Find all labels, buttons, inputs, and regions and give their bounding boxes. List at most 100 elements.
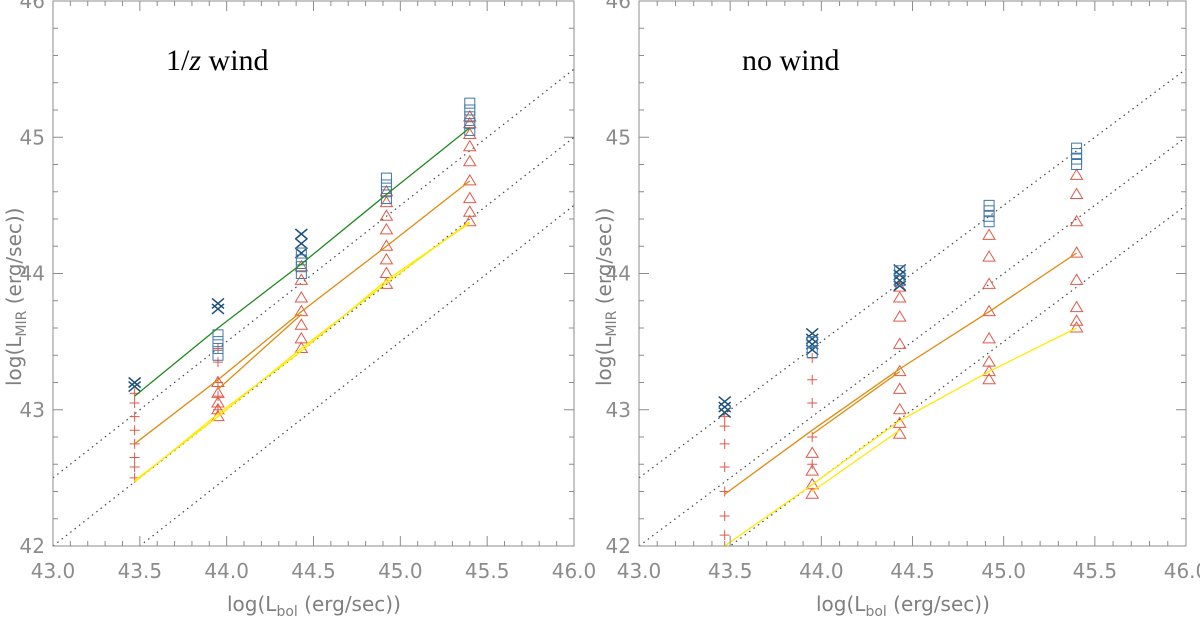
panel-1-orange-line-a	[724, 252, 1077, 495]
panel-0-cross-marker	[211, 297, 225, 310]
left-xlabel-pre: log(L	[227, 592, 277, 616]
panel-0-x-tick-label: 44.5	[291, 559, 336, 583]
panel-0-square-marker	[464, 124, 476, 136]
panel-0-cross-marker	[128, 381, 142, 393]
panel-0-plus-marker	[129, 397, 140, 408]
panel-1-triangle-marker	[892, 427, 907, 439]
right-title-part-1: no wind	[742, 44, 840, 77]
panel-0-reference-line-ratio-1.5	[138, 204, 574, 546]
panel-1-yellow-line-a	[724, 327, 1077, 546]
panel-0-plot-area	[53, 68, 574, 546]
panel-1-x-tick-label: 43.0	[617, 559, 662, 583]
panel-1-plot-area	[639, 68, 1186, 546]
panel-1-plus-marker	[719, 461, 730, 472]
panel-0-triangle-marker	[294, 318, 309, 330]
panel-1-x-tick-label: 46.0	[1164, 559, 1200, 583]
panel-0-cross-marker	[128, 376, 142, 389]
panel-1-triangle-marker	[1069, 168, 1084, 180]
panel-0-square-marker	[464, 104, 476, 116]
panel-1-triangle-marker	[805, 487, 820, 499]
panel-0-y-tick-label: 45	[20, 125, 45, 149]
panel-0-x-tick-label: 45.5	[465, 559, 510, 583]
panel-1-x-tick-label: 44.0	[799, 559, 844, 583]
panel-0-y-tick-label: 43	[20, 398, 45, 422]
panel-0-triangle-marker	[462, 139, 477, 152]
left-panel-title: 1/z wind	[166, 44, 269, 78]
panel-1-orange-line-b	[811, 371, 901, 435]
panel-1-triangle-marker	[892, 382, 907, 394]
panel-0-square-marker	[464, 118, 476, 130]
panel-1-triangle-marker	[982, 304, 996, 317]
panel-1-y-tick-label: 43	[606, 398, 631, 422]
left-xlabel-sub: bol	[276, 604, 298, 620]
panel-0-triangle-marker	[379, 252, 394, 265]
panel-1-triangle-marker	[1069, 187, 1084, 199]
panel-1-square-marker	[806, 336, 818, 348]
panel-1-x-tick-label: 44.5	[890, 559, 935, 583]
panel-1-y-tick-label: 45	[606, 125, 631, 149]
panel-0-triangle-marker	[379, 195, 394, 208]
panel-0-plus-marker	[129, 452, 140, 463]
right-xlabel-pre: log(L	[816, 592, 866, 616]
panel-1-triangle-marker	[892, 310, 907, 322]
panel-1-triangle-marker	[1069, 273, 1084, 285]
panel-0-x-tick-label: 43.0	[31, 559, 76, 583]
panel-0-square-marker	[212, 342, 224, 354]
panel-1-triangle-marker	[892, 280, 907, 292]
panel-0-cross-marker	[294, 228, 308, 240]
panel-0-square-marker	[212, 336, 224, 348]
panel-1-triangle-marker	[982, 228, 996, 240]
panel-0-triangle-marker	[379, 266, 394, 278]
panel-0-y-tick-label: 46	[20, 0, 45, 13]
panel-1-triangle-marker	[892, 402, 907, 415]
panel-1-plus-marker	[807, 374, 818, 385]
panel-0-triangle-marker	[294, 331, 309, 344]
panel-0-plus-marker	[129, 411, 140, 422]
panel-1-triangle-marker	[1069, 321, 1084, 333]
panel-0-triangle-marker	[462, 127, 477, 140]
panel-1-triangle-marker	[1069, 300, 1084, 313]
panel-0-triangle-marker	[379, 184, 394, 197]
panel-0-triangle-marker	[462, 173, 477, 186]
panel-0-plus-marker	[212, 357, 223, 368]
panel-0-y-tick-label: 44	[20, 262, 45, 286]
panel-1-cross-marker	[718, 395, 732, 408]
panel-0-triangle-marker	[379, 239, 394, 251]
panel-1-triangle-marker	[1069, 314, 1084, 326]
panel-1-triangle-marker	[892, 337, 907, 349]
panel-0-yellow-line-b	[134, 222, 471, 483]
panel-1-triangle-marker	[982, 355, 996, 367]
panel-1-triangle-marker	[982, 372, 996, 385]
panel-1-reference-line-ratio-1.0	[639, 136, 1186, 546]
panel-1-plus-marker	[719, 421, 730, 432]
panel-0-orange-line-b	[217, 313, 302, 390]
panel-0-reference-line-ratio-0.5	[53, 68, 574, 479]
panel-1-square-marker	[806, 347, 818, 359]
panel-0-triangle-marker	[462, 205, 477, 217]
panel-0-triangle-marker	[462, 191, 477, 204]
panel-0-triangle-marker	[294, 341, 309, 353]
panel-0-x-tick-label: 44.0	[204, 559, 249, 583]
panel-1-plus-marker	[719, 511, 730, 522]
panel-1-plus-marker	[807, 397, 818, 408]
panel-0-square-marker	[295, 247, 307, 259]
panel-1-reference-line-ratio-0.5	[639, 68, 1186, 479]
panel-0-x-tick-label: 46.0	[552, 559, 597, 583]
panel-1-y-tick-label: 42	[606, 534, 631, 558]
panel-0-triangle-marker	[211, 395, 225, 408]
left-x-axis-label: log(Lbol (erg/sec))	[227, 592, 401, 620]
panel-1-yellow-line-b	[811, 429, 901, 493]
panel-0-triangle-marker	[379, 222, 394, 235]
panel-1-cross-marker	[718, 401, 732, 413]
right-ylabel-pre: log(L	[592, 336, 616, 386]
panel-1-y-tick-label: 46	[606, 0, 631, 13]
panel-0-square-marker	[295, 268, 307, 279]
panel-0-plus-marker	[129, 461, 140, 472]
panel-1-triangle-marker	[982, 277, 996, 289]
panel-0-cross-marker	[294, 247, 308, 259]
panel-0-triangle-marker	[462, 214, 477, 227]
panel-0-triangle-marker	[462, 154, 477, 167]
panel-0-plus-marker	[212, 343, 223, 354]
